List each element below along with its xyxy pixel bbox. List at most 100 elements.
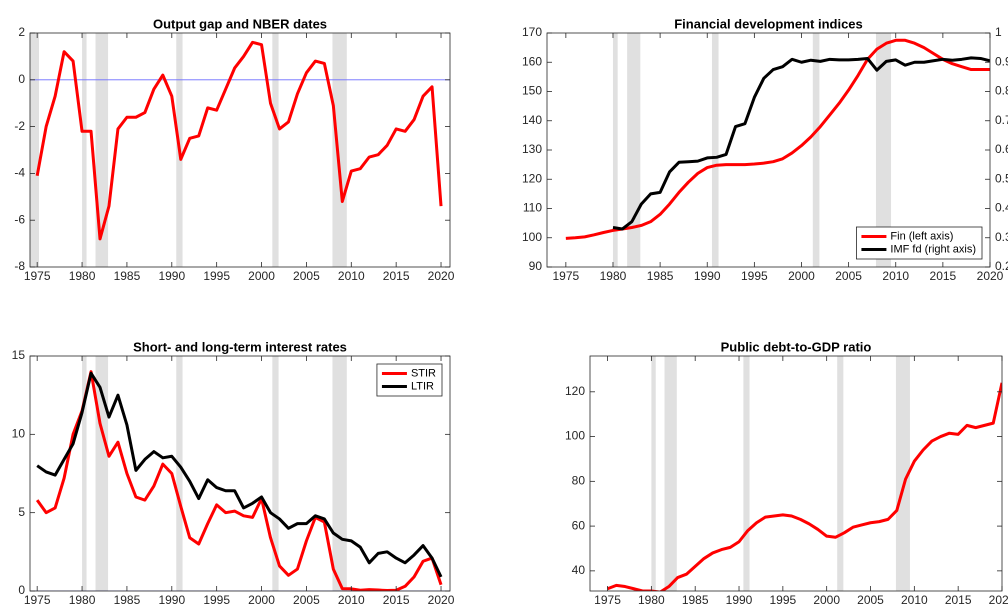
series-line	[565, 38, 990, 240]
y-tick-label: 15	[12, 348, 26, 362]
plot-area	[30, 356, 450, 591]
recession-band	[875, 33, 892, 267]
series-line	[35, 370, 443, 591]
recession-band	[664, 356, 677, 591]
x-tick-label: 1985	[114, 593, 141, 607]
y-tick-label: 60	[572, 518, 586, 532]
x-tick-label: 1985	[647, 269, 674, 283]
recession-band	[272, 33, 279, 267]
y-tick-label: -6	[14, 212, 25, 226]
y2-tick-label: 0.4	[995, 201, 1008, 215]
y-tick-label: 40	[572, 563, 586, 577]
plot-area	[30, 33, 450, 267]
plot-area	[565, 33, 990, 267]
series-line	[612, 56, 990, 231]
x-tick-label: 1990	[694, 269, 721, 283]
y-tick-label: 2	[18, 25, 25, 39]
y2-tick-label: 0.8	[995, 84, 1008, 98]
y-tick-label: 130	[522, 142, 542, 156]
legend-label: STIR	[411, 367, 436, 379]
recession-band	[895, 356, 910, 591]
recession-band	[627, 33, 641, 267]
y-tick-label: 110	[523, 201, 542, 215]
y-tick-label: 5	[18, 505, 25, 519]
x-tick-label: 2015	[930, 269, 957, 283]
x-tick-label: 1975	[552, 269, 579, 283]
y-tick-label: -2	[14, 119, 25, 133]
recession-band	[651, 356, 656, 591]
x-tick-label: 2020	[977, 269, 1004, 283]
recession-band	[743, 356, 750, 591]
recession-band	[332, 356, 347, 591]
x-tick-label: 2015	[945, 593, 972, 607]
recession-band	[812, 33, 820, 267]
legend: Fin (left axis)IMF fd (right axis)	[856, 226, 983, 260]
axes-box	[29, 32, 451, 268]
y-tick-label: 80	[572, 474, 586, 488]
x-tick-label: 2020	[428, 593, 455, 607]
y-tick-label: 0	[18, 72, 25, 86]
x-tick-label: 2010	[882, 269, 909, 283]
y2-tick-label: 0.7	[995, 113, 1008, 127]
legend-label: LTIR	[411, 380, 434, 392]
x-tick-label: 2010	[338, 269, 365, 283]
x-tick-label: 2000	[248, 593, 275, 607]
x-tick-label: 2005	[835, 269, 862, 283]
recession-band	[30, 33, 39, 267]
y-tick-label: 140	[522, 113, 542, 127]
chart-title: Output gap and NBER dates	[153, 16, 327, 31]
recession-band	[612, 33, 618, 267]
recession-band	[332, 33, 347, 267]
y2-tick-label: 1	[995, 25, 1002, 39]
x-tick-label: 2020	[989, 593, 1008, 607]
legend-label: IMF fd (right axis)	[890, 243, 976, 255]
x-tick-label: 1990	[158, 593, 185, 607]
x-tick-label: 1995	[203, 269, 230, 283]
x-tick-label: 1975	[24, 593, 51, 607]
chart-title: Public debt-to-GDP ratio	[721, 339, 872, 354]
y-tick-label: 170	[522, 25, 542, 39]
y-tick-label: -4	[14, 166, 25, 180]
x-tick-label: 2010	[901, 593, 928, 607]
recession-band	[711, 33, 719, 267]
recession-band	[82, 33, 87, 267]
y-tick-label: 100	[565, 429, 585, 443]
x-tick-label: 2000	[788, 269, 815, 283]
series-line	[36, 371, 443, 578]
legend-label: Fin (left axis)	[890, 230, 953, 242]
recession-band	[176, 356, 183, 591]
panel: 1975198019851990199520002005201020152020…	[565, 339, 1008, 607]
x-tick-label: 1980	[638, 593, 665, 607]
x-tick-label: 1990	[726, 593, 753, 607]
recession-band	[272, 356, 279, 591]
y-tick-label: 10	[12, 427, 26, 441]
axes-box	[589, 355, 1003, 592]
y2-tick-label: 0.3	[995, 230, 1008, 244]
chart-title: Financial development indices	[674, 16, 863, 31]
y-tick-label: 120	[565, 384, 585, 398]
y-tick-label: 90	[529, 259, 543, 273]
x-tick-label: 2000	[813, 593, 840, 607]
x-tick-label: 2010	[338, 593, 365, 607]
x-tick-label: 1975	[594, 593, 621, 607]
recession-band	[82, 356, 87, 591]
x-tick-label: 1980	[600, 269, 627, 283]
x-tick-label: 1985	[114, 269, 141, 283]
panel: 1975 1980 1985 1990 1995 2000 2005 2010 2015 2020…	[522, 16, 1008, 283]
legend-box	[376, 363, 443, 397]
y-tick-label: -8	[14, 259, 25, 273]
y2-tick-label: 0.5	[995, 171, 1008, 185]
y2-tick-label: 0.9	[995, 54, 1008, 68]
y-tick-label: 100	[522, 230, 542, 244]
x-tick-label: 2020	[428, 269, 455, 283]
x-tick-label: 1980	[69, 593, 96, 607]
x-tick-label: 2005	[857, 593, 884, 607]
axes-box	[29, 355, 451, 592]
legend-box	[856, 226, 983, 260]
x-tick-label: 1990	[158, 269, 185, 283]
x-tick-label: 1995	[203, 593, 230, 607]
x-tick-label: 1995	[741, 269, 768, 283]
